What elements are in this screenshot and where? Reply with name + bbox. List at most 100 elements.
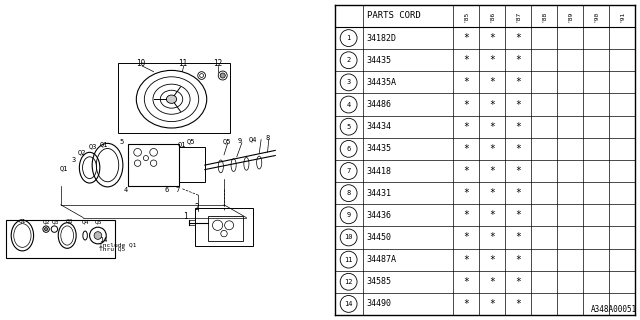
Text: 11: 11: [344, 257, 353, 263]
Text: *: *: [463, 277, 468, 287]
Circle shape: [44, 228, 47, 231]
Text: *: *: [515, 255, 521, 265]
Text: *: *: [515, 55, 521, 65]
Text: 34436: 34436: [367, 211, 392, 220]
Text: *: *: [515, 33, 521, 43]
Text: 34431: 34431: [367, 189, 392, 198]
Bar: [208, 216, 243, 241]
Text: *: *: [463, 33, 468, 43]
Bar: [6, 220, 115, 258]
Text: 14: 14: [99, 237, 108, 243]
Text: 8: 8: [346, 190, 351, 196]
Text: 2: 2: [346, 57, 351, 63]
Text: *: *: [515, 166, 521, 176]
Text: *: *: [489, 122, 495, 132]
Text: *: *: [515, 299, 521, 309]
Text: Q4: Q4: [248, 136, 257, 142]
Text: Q3: Q3: [65, 218, 73, 223]
Text: 10: 10: [136, 60, 145, 68]
Text: 14: 14: [344, 301, 353, 307]
Text: *: *: [463, 100, 468, 109]
Text: *: *: [463, 122, 468, 132]
Text: 1: 1: [346, 35, 351, 41]
Text: '88: '88: [541, 10, 547, 22]
Text: Q5: Q5: [223, 138, 232, 144]
Text: 2: 2: [194, 204, 199, 212]
Text: Q3: Q3: [88, 143, 97, 149]
Text: *: *: [489, 299, 495, 309]
Text: 6: 6: [164, 187, 168, 193]
Text: *: *: [489, 55, 495, 65]
Text: Q1: Q1: [60, 165, 68, 171]
Text: *: *: [515, 232, 521, 243]
Text: 12: 12: [344, 279, 353, 285]
Text: Q5: Q5: [94, 220, 102, 225]
Text: *: *: [515, 77, 521, 87]
Text: 8: 8: [266, 135, 269, 140]
Text: '89: '89: [568, 10, 572, 22]
Text: 4: 4: [346, 101, 351, 108]
Text: *: *: [489, 166, 495, 176]
Ellipse shape: [166, 95, 177, 103]
Text: 34450: 34450: [367, 233, 392, 242]
Text: 9: 9: [346, 212, 351, 218]
Text: *: *: [489, 232, 495, 243]
Text: 3: 3: [72, 157, 76, 163]
Text: *: *: [515, 122, 521, 132]
Text: *: *: [463, 232, 468, 243]
Text: Q1: Q1: [19, 218, 26, 223]
Text: 34434: 34434: [367, 122, 392, 131]
Text: 34435A: 34435A: [367, 78, 397, 87]
Text: *: *: [463, 255, 468, 265]
Text: Thru Q5: Thru Q5: [99, 246, 125, 252]
Text: *: *: [489, 210, 495, 220]
Text: *: *: [489, 77, 495, 87]
Text: '86: '86: [490, 10, 494, 22]
Text: Q1: Q1: [177, 141, 186, 147]
Text: Include Q1: Include Q1: [99, 242, 137, 247]
Text: Q5: Q5: [186, 138, 195, 144]
Text: 7: 7: [176, 187, 180, 193]
Text: *: *: [463, 210, 468, 220]
Text: 3: 3: [346, 79, 351, 85]
Text: '90: '90: [593, 10, 598, 22]
Circle shape: [220, 73, 225, 78]
Text: *: *: [463, 188, 468, 198]
Text: *: *: [515, 277, 521, 287]
Text: *: *: [515, 188, 521, 198]
Circle shape: [94, 232, 102, 239]
Text: *: *: [515, 100, 521, 109]
Text: Q3: Q3: [52, 220, 60, 225]
Text: Q1: Q1: [99, 141, 108, 147]
Text: *: *: [489, 277, 495, 287]
Text: *: *: [463, 55, 468, 65]
Text: *: *: [515, 210, 521, 220]
Text: '91: '91: [620, 10, 625, 22]
Text: 34435: 34435: [367, 144, 392, 153]
Bar: [195, 208, 253, 246]
Text: 34490: 34490: [367, 300, 392, 308]
Text: 11: 11: [178, 60, 187, 68]
Text: *: *: [463, 166, 468, 176]
Text: 34435: 34435: [367, 56, 392, 65]
Bar: [179, 147, 205, 182]
Text: Q2: Q2: [42, 220, 50, 225]
Text: *: *: [515, 144, 521, 154]
Text: PARTS CORD: PARTS CORD: [367, 12, 420, 20]
Text: *: *: [489, 255, 495, 265]
Text: 1: 1: [183, 212, 188, 221]
Text: 34487A: 34487A: [367, 255, 397, 264]
Text: 4: 4: [124, 187, 127, 193]
Text: 34486: 34486: [367, 100, 392, 109]
Text: *: *: [463, 299, 468, 309]
Text: 10: 10: [344, 235, 353, 240]
Text: 9: 9: [238, 138, 242, 144]
Text: *: *: [489, 188, 495, 198]
Text: A348A00051: A348A00051: [591, 305, 637, 314]
Text: 34418: 34418: [367, 166, 392, 175]
Text: 5: 5: [346, 124, 351, 130]
Text: Q2: Q2: [77, 149, 86, 155]
Text: 7: 7: [346, 168, 351, 174]
Text: *: *: [489, 33, 495, 43]
Text: *: *: [463, 77, 468, 87]
